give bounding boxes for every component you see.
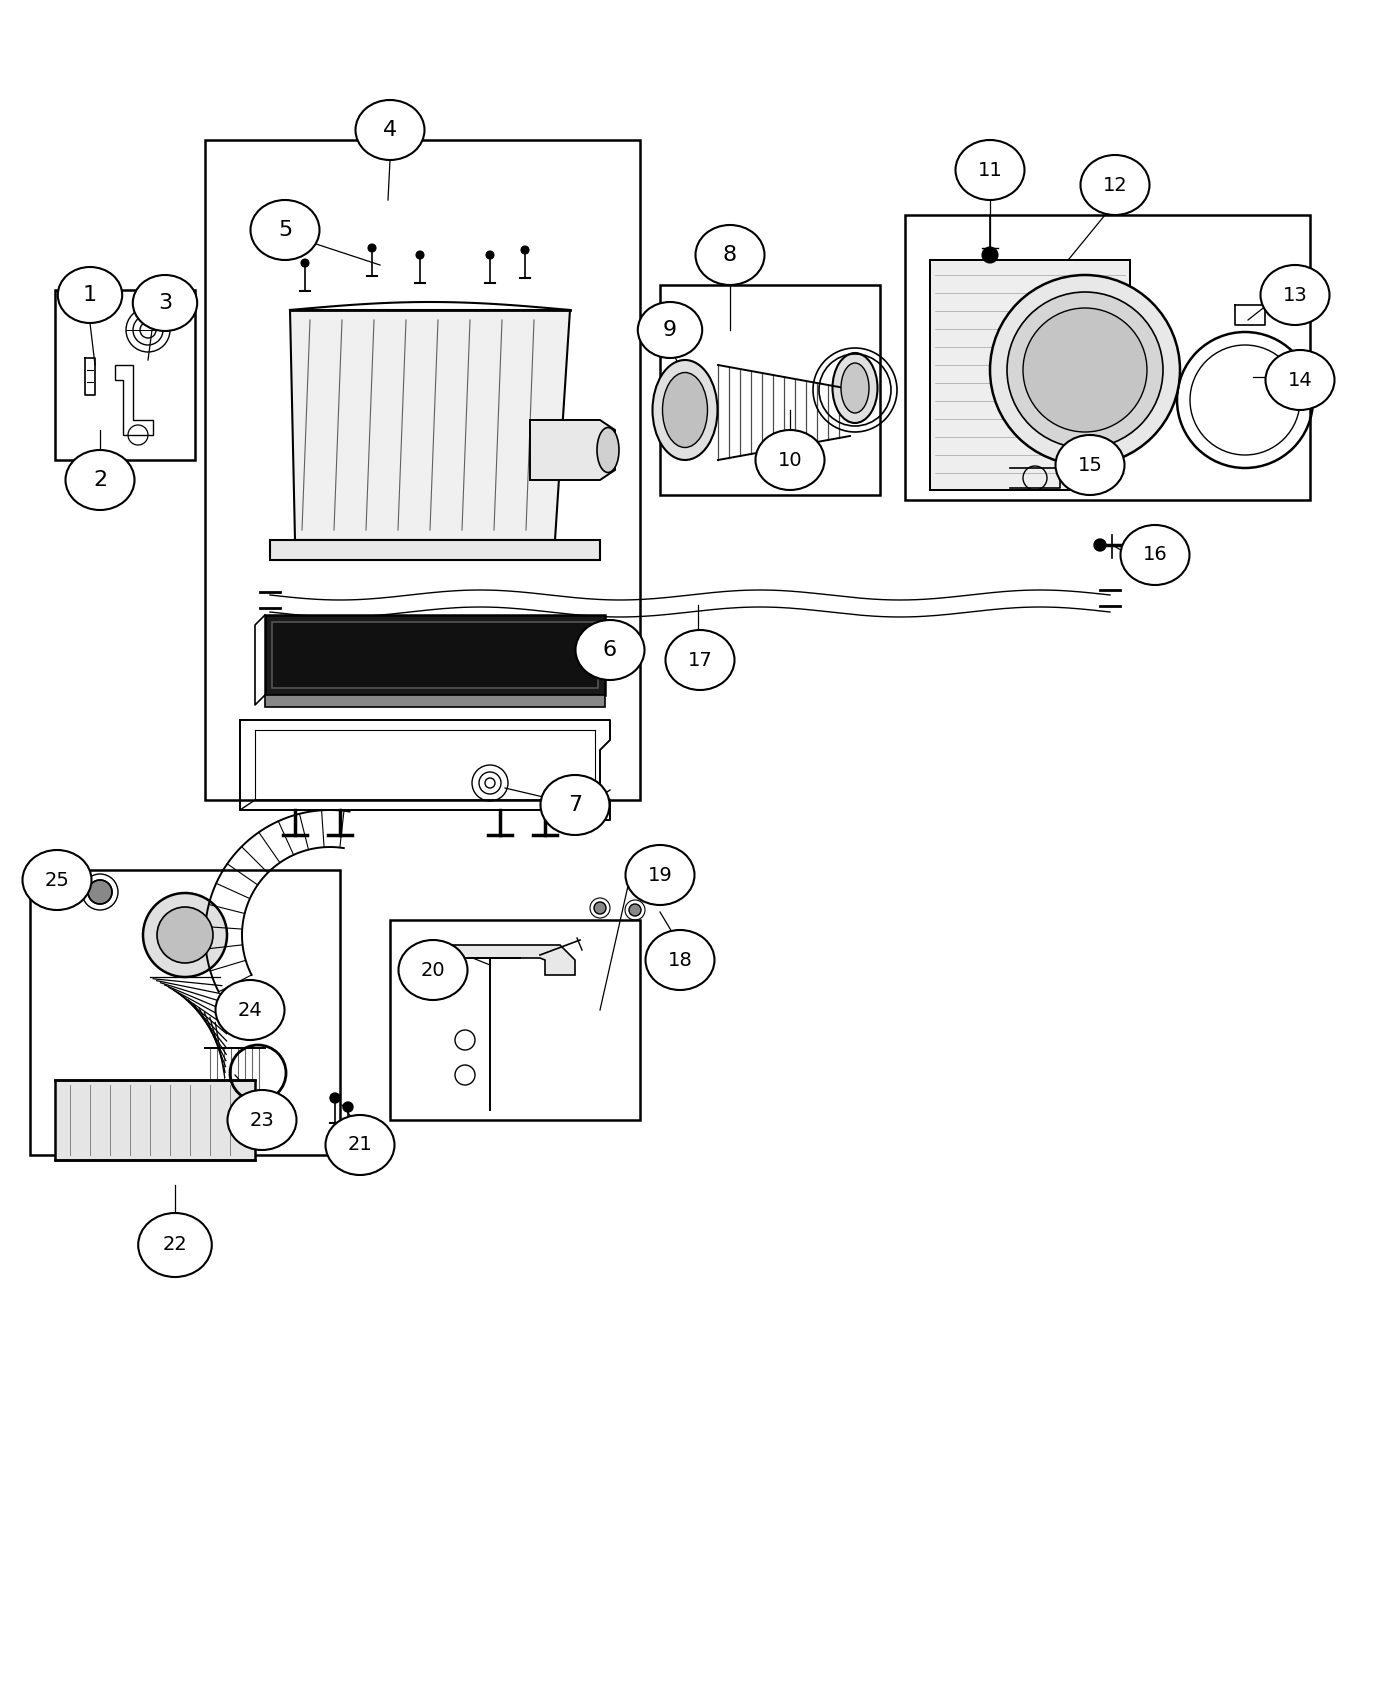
Bar bbox=[55, 291, 195, 461]
Ellipse shape bbox=[356, 100, 424, 160]
Text: 14: 14 bbox=[1288, 371, 1312, 389]
Bar bbox=[55, 1080, 255, 1159]
Circle shape bbox=[981, 246, 998, 264]
Bar bbox=[904, 214, 1310, 500]
Ellipse shape bbox=[638, 303, 703, 359]
Polygon shape bbox=[531, 420, 615, 479]
Text: 21: 21 bbox=[347, 1136, 372, 1154]
Text: 16: 16 bbox=[1142, 546, 1168, 564]
Text: 11: 11 bbox=[977, 160, 1002, 180]
Circle shape bbox=[486, 252, 494, 258]
Ellipse shape bbox=[1081, 155, 1149, 214]
Text: 10: 10 bbox=[777, 450, 802, 469]
Ellipse shape bbox=[227, 1090, 297, 1149]
Text: 3: 3 bbox=[158, 292, 172, 313]
Ellipse shape bbox=[139, 1214, 211, 1277]
Text: 20: 20 bbox=[420, 960, 445, 979]
Bar bbox=[204, 139, 640, 801]
Text: 15: 15 bbox=[1078, 456, 1102, 474]
Bar bbox=[272, 622, 598, 688]
Circle shape bbox=[521, 246, 529, 253]
Circle shape bbox=[157, 908, 213, 962]
Ellipse shape bbox=[22, 850, 91, 910]
Text: 23: 23 bbox=[249, 1110, 274, 1129]
Ellipse shape bbox=[66, 450, 134, 510]
Text: 7: 7 bbox=[568, 796, 582, 814]
Polygon shape bbox=[290, 309, 570, 541]
Ellipse shape bbox=[652, 360, 717, 461]
Ellipse shape bbox=[662, 372, 707, 447]
Text: 9: 9 bbox=[664, 320, 678, 340]
Text: 24: 24 bbox=[238, 1001, 262, 1020]
Text: 19: 19 bbox=[648, 865, 672, 884]
Ellipse shape bbox=[626, 845, 694, 904]
Circle shape bbox=[629, 904, 641, 916]
Ellipse shape bbox=[841, 364, 869, 413]
Ellipse shape bbox=[665, 631, 735, 690]
Ellipse shape bbox=[756, 430, 825, 490]
Ellipse shape bbox=[133, 275, 197, 332]
Ellipse shape bbox=[833, 354, 878, 423]
Circle shape bbox=[990, 275, 1180, 466]
Ellipse shape bbox=[216, 979, 284, 1040]
Ellipse shape bbox=[575, 620, 644, 680]
Ellipse shape bbox=[325, 1115, 395, 1175]
Bar bbox=[270, 541, 601, 559]
Ellipse shape bbox=[1266, 350, 1334, 410]
Ellipse shape bbox=[1260, 265, 1330, 325]
Polygon shape bbox=[414, 945, 575, 976]
Ellipse shape bbox=[57, 267, 122, 323]
Ellipse shape bbox=[251, 201, 319, 260]
Ellipse shape bbox=[1056, 435, 1124, 495]
Ellipse shape bbox=[540, 775, 609, 835]
Circle shape bbox=[88, 881, 112, 904]
Text: 8: 8 bbox=[722, 245, 736, 265]
Ellipse shape bbox=[955, 139, 1025, 201]
Ellipse shape bbox=[645, 930, 714, 989]
Ellipse shape bbox=[1120, 525, 1190, 585]
Circle shape bbox=[301, 258, 309, 267]
Circle shape bbox=[343, 1102, 353, 1112]
Text: 4: 4 bbox=[384, 121, 398, 139]
Bar bbox=[265, 615, 605, 695]
Text: 18: 18 bbox=[668, 950, 693, 969]
Polygon shape bbox=[930, 260, 1130, 490]
Circle shape bbox=[594, 903, 606, 915]
Bar bbox=[265, 695, 605, 707]
Text: 13: 13 bbox=[1282, 286, 1308, 304]
Circle shape bbox=[1007, 292, 1163, 449]
Circle shape bbox=[1023, 308, 1147, 432]
Bar bbox=[391, 920, 640, 1120]
Ellipse shape bbox=[696, 224, 764, 286]
Ellipse shape bbox=[596, 427, 619, 473]
Text: 5: 5 bbox=[277, 219, 293, 240]
Text: 22: 22 bbox=[162, 1236, 188, 1255]
Circle shape bbox=[416, 252, 424, 258]
Circle shape bbox=[1093, 539, 1106, 551]
Text: 17: 17 bbox=[687, 651, 713, 670]
Ellipse shape bbox=[399, 940, 468, 1000]
Bar bbox=[659, 286, 881, 495]
Text: 12: 12 bbox=[1103, 175, 1127, 194]
Circle shape bbox=[368, 245, 377, 252]
Bar bbox=[29, 870, 340, 1154]
Text: 2: 2 bbox=[92, 469, 106, 490]
Text: 6: 6 bbox=[603, 639, 617, 660]
Circle shape bbox=[143, 892, 227, 977]
Text: 25: 25 bbox=[45, 870, 70, 889]
Text: 1: 1 bbox=[83, 286, 97, 304]
Circle shape bbox=[330, 1093, 340, 1103]
